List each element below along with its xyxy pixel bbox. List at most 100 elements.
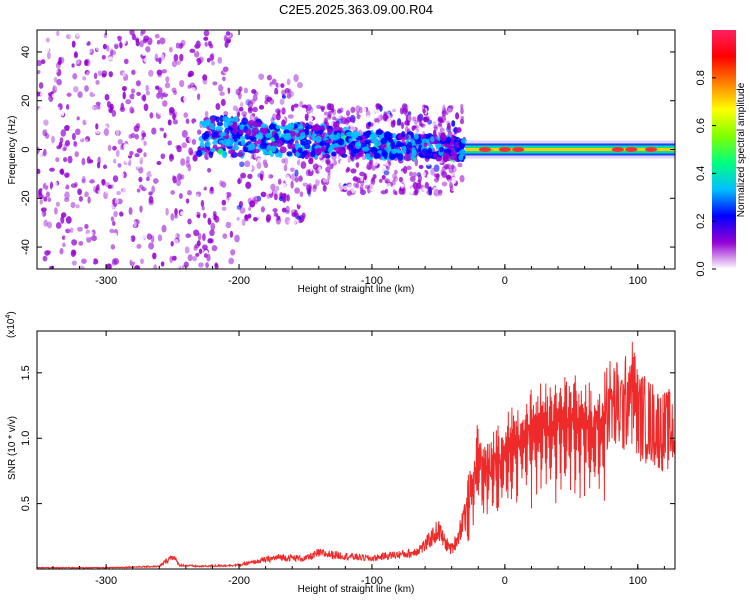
spectrogram-cell <box>121 207 128 214</box>
spectrogram-cell <box>249 114 255 121</box>
spectrogram-cell <box>209 53 214 62</box>
spectrogram-cell <box>86 156 91 164</box>
spectrogram-cell <box>42 255 48 262</box>
spectrogram-cell <box>117 242 123 250</box>
spectrogram-cell <box>128 134 133 139</box>
spectrogram-cell <box>204 110 209 118</box>
spectrogram-cell <box>346 190 352 196</box>
spectrogram-cell <box>325 142 331 149</box>
spectrogram-cell <box>56 78 62 86</box>
spectrogram-cell <box>137 156 142 162</box>
spectrogram-cell <box>150 167 154 176</box>
spectrogram-cell <box>184 237 188 244</box>
spectrogram-cell <box>413 189 418 196</box>
spectrogram-cell <box>122 91 126 100</box>
spectrogram-cell <box>432 122 438 128</box>
spectrogram-cell <box>37 234 41 241</box>
spectrogram-cell <box>193 60 198 68</box>
spectrogram-cell <box>178 192 183 200</box>
spectrogram-cell <box>251 196 258 201</box>
spectrogram-cell <box>145 90 151 96</box>
spectrogram-cell <box>235 95 239 101</box>
spectrogram-cell <box>427 178 432 185</box>
spectrogram-cell <box>233 145 240 151</box>
spectrogram-cell <box>257 201 262 208</box>
spectrogram-cell <box>61 182 67 188</box>
spectrogram-y-tick-label: 20 <box>20 95 32 107</box>
spectrogram-cell <box>260 123 268 129</box>
snr-y-scale-exponent: 4 <box>5 315 12 319</box>
spectrogram-cell <box>160 115 165 124</box>
spectrogram-cell <box>339 180 344 186</box>
spectrogram-cell <box>60 110 65 117</box>
spectrogram-cell <box>60 129 67 137</box>
spectrogram-cell <box>283 164 288 172</box>
spectrogram-cell <box>84 59 89 67</box>
spectrogram-cell <box>120 222 126 228</box>
spectrogram-cell <box>260 206 265 213</box>
spectrogram-cell <box>313 115 319 122</box>
svg-text:(x104): (x104) <box>5 311 17 338</box>
spectrogram-cell <box>65 104 70 110</box>
spectrogram-cell <box>355 183 360 189</box>
spectrogram-cell <box>71 63 75 68</box>
spectrogram-cell <box>233 35 238 43</box>
spectrogram-cell <box>180 42 184 49</box>
spectrogram-cell <box>437 189 443 196</box>
spectrogram-cell <box>203 176 209 183</box>
spectrogram-cell <box>78 142 84 147</box>
spectrogram-cell <box>38 151 43 160</box>
spectrogram-cell <box>189 48 196 53</box>
spectrogram-cell <box>194 243 200 249</box>
spectrogram-cell <box>114 250 120 258</box>
spectrogram-cell <box>107 193 113 200</box>
spectrogram-cell <box>460 103 464 110</box>
spectrogram-cell <box>340 159 344 165</box>
spectrogram-cell <box>135 80 141 87</box>
spectrogram-cell <box>396 120 402 127</box>
spectrogram-cell <box>251 127 259 134</box>
spectrogram-cell <box>143 168 149 173</box>
spectrogram-cell <box>219 45 224 52</box>
spectrogram-cell <box>106 263 112 269</box>
spectrogram-cell <box>156 69 163 76</box>
spectrogram-cell <box>100 156 105 164</box>
spectrogram-cell <box>129 93 136 100</box>
spectrogram-cell <box>84 85 89 92</box>
spectrogram-cell <box>209 186 214 192</box>
spectrogram-cell <box>433 188 440 197</box>
spectrogram-cell <box>196 93 201 101</box>
spectrogram-cell <box>86 173 91 182</box>
spectrogram-cell <box>356 111 360 116</box>
spectrogram-cell <box>307 189 312 197</box>
spectrogram-cell <box>173 90 178 96</box>
spectrogram-cell <box>213 169 220 177</box>
spectrogram-cell <box>285 205 290 213</box>
spectrogram-cell <box>69 145 75 153</box>
spectrogram-cell <box>219 91 225 96</box>
spectrogram-cells <box>37 30 675 269</box>
spectrogram-cell <box>152 178 159 184</box>
spectrogram-cell <box>304 113 309 121</box>
spectrogram-cell <box>111 258 117 267</box>
spectrogram-cell <box>297 123 304 131</box>
spectrogram-cell <box>236 111 241 118</box>
spectrogram-cell <box>386 182 392 189</box>
spectrogram-cell <box>255 133 264 140</box>
spectrogram-cell <box>418 121 423 127</box>
spectrogram-cell <box>225 31 231 36</box>
spectrogram-cell <box>286 159 292 165</box>
spectrogram-cell <box>439 127 445 133</box>
spectrogram-cell <box>116 190 122 196</box>
spectrogram-cell <box>37 60 42 67</box>
spectrogram-cell <box>301 212 306 219</box>
spectrogram-cell <box>449 185 454 191</box>
spectrogram-cell <box>300 161 307 169</box>
spectrogram-cell <box>365 130 372 137</box>
spectrogram-cell <box>144 155 151 163</box>
spectrogram-cell <box>332 116 337 121</box>
spectrogram-cell <box>220 239 224 246</box>
spectrogram-cell <box>142 86 146 92</box>
spectrogram-cell <box>193 121 198 128</box>
snr-x-tick-label: -200 <box>228 575 250 587</box>
